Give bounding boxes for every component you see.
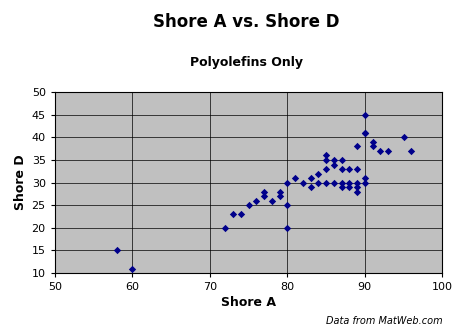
Point xyxy=(407,148,414,154)
Point xyxy=(322,166,329,172)
Point xyxy=(322,153,329,158)
Point xyxy=(283,203,290,208)
Point xyxy=(337,185,344,190)
Point xyxy=(237,212,244,217)
Point xyxy=(345,185,352,190)
Point xyxy=(314,171,321,176)
Point xyxy=(368,144,375,149)
Point xyxy=(283,180,290,185)
Point xyxy=(322,180,329,185)
Point xyxy=(260,193,267,199)
Point xyxy=(360,130,368,136)
Text: Shore A vs. Shore D: Shore A vs. Shore D xyxy=(153,13,339,31)
X-axis label: Shore A: Shore A xyxy=(221,296,275,309)
Point xyxy=(384,148,391,154)
Point xyxy=(252,198,259,203)
Point xyxy=(345,166,352,172)
Text: Polyolefins Only: Polyolefins Only xyxy=(189,56,302,69)
Point xyxy=(314,180,321,185)
Point xyxy=(337,157,344,163)
Point xyxy=(376,148,383,154)
Point xyxy=(345,180,352,185)
Point xyxy=(337,180,344,185)
Point xyxy=(128,266,136,271)
Point xyxy=(360,130,368,136)
Point xyxy=(268,198,275,203)
Point xyxy=(399,135,406,140)
Point xyxy=(306,175,313,181)
Point xyxy=(275,189,283,194)
Point xyxy=(368,139,375,144)
Point xyxy=(291,175,298,181)
Text: Data from MatWeb.com: Data from MatWeb.com xyxy=(325,316,441,326)
Point xyxy=(298,180,306,185)
Point xyxy=(360,175,368,181)
Point xyxy=(353,180,360,185)
Point xyxy=(353,166,360,172)
Point xyxy=(306,185,313,190)
Point xyxy=(360,112,368,117)
Point xyxy=(229,212,236,217)
Point xyxy=(283,225,290,230)
Point xyxy=(260,189,267,194)
Point xyxy=(221,225,228,230)
Point xyxy=(353,185,360,190)
Point xyxy=(353,144,360,149)
Point xyxy=(322,157,329,163)
Point xyxy=(275,193,283,199)
Point xyxy=(329,157,337,163)
Y-axis label: Shore D: Shore D xyxy=(15,155,27,211)
Point xyxy=(329,180,337,185)
Point xyxy=(329,162,337,167)
Point xyxy=(337,166,344,172)
Point xyxy=(244,203,252,208)
Point xyxy=(113,248,120,253)
Point xyxy=(360,180,368,185)
Point xyxy=(353,189,360,194)
